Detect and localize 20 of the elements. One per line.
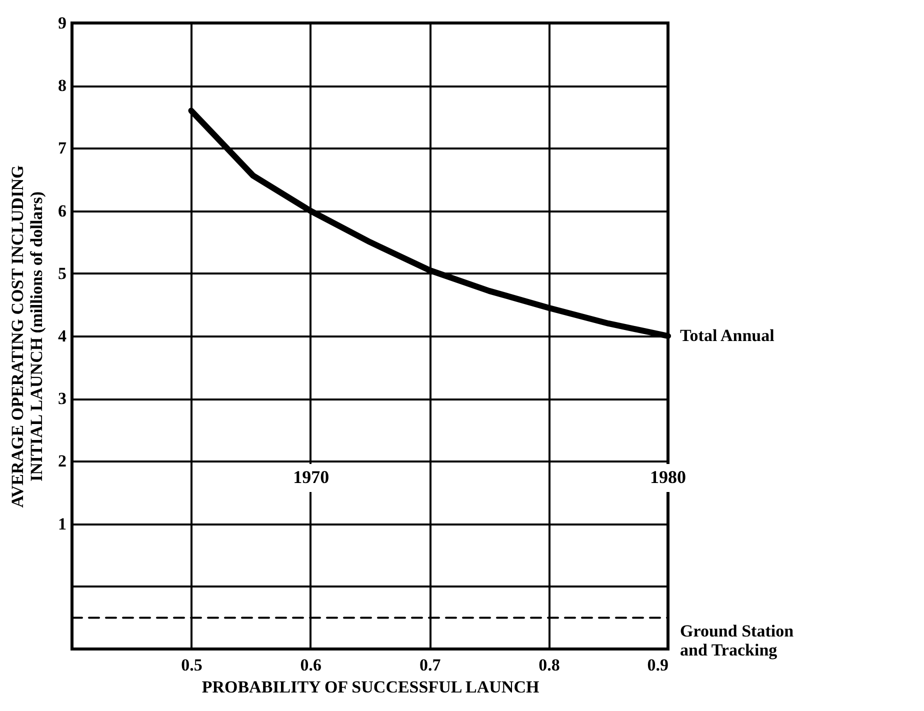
- y-tick-label: 7: [58, 138, 67, 158]
- x-tick-label: 0.5: [181, 656, 202, 674]
- x-tick-label: 0.8: [538, 656, 560, 674]
- y-tick-label: 1: [58, 514, 66, 534]
- y-tick-label: 3: [58, 389, 66, 408]
- x-tick-label: 0.6: [300, 656, 322, 674]
- series-label: Total Annual: [680, 326, 775, 345]
- y-tick-label: 5: [58, 264, 66, 283]
- y-axis-title: AVERAGE OPERATING COST INCLUDING INITIAL LAUNCH (millions of dollars): [8, 165, 46, 508]
- series-label: Ground Station and Tracking: [680, 622, 794, 660]
- y-tick-label: 8: [58, 76, 66, 96]
- x-tick-label: 0.7: [419, 656, 442, 674]
- y-tick-label: 2: [58, 452, 66, 471]
- y-tick-label: 6: [58, 201, 66, 220]
- x-tick-label: 0.9: [647, 656, 668, 674]
- x-axis-title: PROBABILITY OF SUCCESSFUL LAUNCH: [202, 678, 540, 696]
- x2-tick-label: 1970: [293, 467, 330, 487]
- x2-tick-label: 1980: [650, 467, 686, 487]
- y-tick-label: 4: [58, 326, 67, 346]
- y-tick-label: 9: [58, 14, 66, 32]
